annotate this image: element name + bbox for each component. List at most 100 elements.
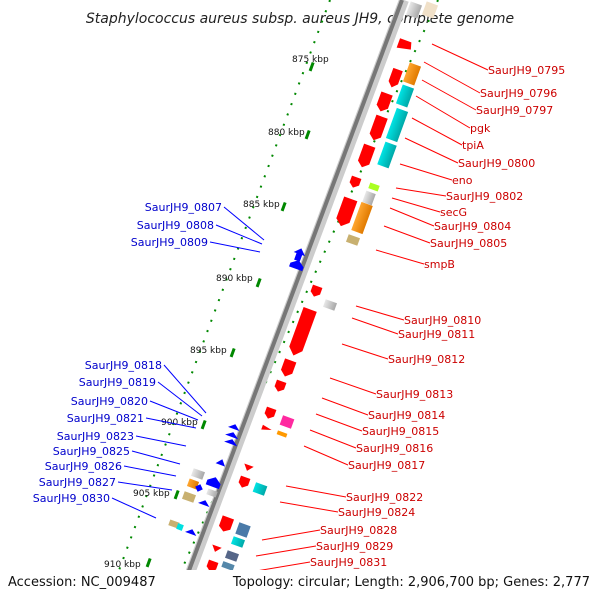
gene-label[interactable]: SaurJH9_0808: [137, 219, 214, 232]
footer-bar: [0, 570, 600, 600]
gene-arrow: [264, 406, 277, 419]
gene-label[interactable]: SaurJH9_0817: [348, 459, 425, 472]
gene-block: [276, 430, 288, 438]
gene-label[interactable]: SaurJH9_0805: [430, 237, 507, 250]
gene-label[interactable]: SaurJH9_0796: [480, 87, 557, 100]
tick-label: 910 kbp: [104, 560, 141, 570]
inner-tick-guide: [107, 0, 331, 600]
gene-arrow: [349, 175, 362, 188]
tick-mark: [280, 201, 287, 212]
gene-label[interactable]: secG: [440, 206, 467, 219]
gene-label[interactable]: SaurJH9_0802: [446, 190, 523, 203]
tick-label: 875 kbp: [292, 55, 329, 65]
tick-label: 895 kbp: [190, 346, 227, 356]
forward-label-leaders: [249, 43, 489, 573]
gene-block: [377, 141, 397, 169]
gene-arrow: [357, 143, 376, 168]
tick-mark: [145, 557, 152, 568]
gene-block: [395, 84, 415, 108]
gene-arrow: [244, 463, 254, 471]
forward-gene-labels: SaurJH9_0795 SaurJH9_0796 SaurJH9_0797 p…: [310, 64, 565, 569]
gene-label[interactable]: SaurJH9_0804: [434, 220, 511, 233]
gene-arrow: [215, 459, 226, 467]
gene-block: [230, 536, 246, 548]
gene-arrow: [205, 477, 221, 490]
gene-label[interactable]: SaurJH9_0812: [388, 353, 465, 366]
tick-mark: [200, 419, 207, 430]
gene-arrow: [289, 307, 317, 356]
gene-arrow: [336, 196, 358, 227]
gene-arrow: [274, 379, 287, 392]
gene-label[interactable]: SaurJH9_0807: [145, 201, 222, 214]
gene-label[interactable]: tpiA: [462, 139, 484, 152]
gene-arrow: [185, 529, 197, 536]
gene-label[interactable]: SaurJH9_0818: [85, 359, 162, 372]
gene-label[interactable]: SaurJH9_0822: [346, 491, 423, 504]
reverse-gene-labels: SaurJH9_0807 SaurJH9_0808 SaurJH9_0809 S…: [33, 201, 222, 505]
gene-block: [190, 468, 206, 480]
gene-block: [421, 1, 439, 19]
genome-summary-text: Topology: circular; Length: 2,906,700 bp…: [232, 575, 590, 590]
gene-arrow: [388, 67, 403, 88]
tick-mark: [255, 277, 262, 288]
gene-block: [345, 234, 361, 246]
backbone: [176, 0, 404, 600]
gene-label[interactable]: SaurJH9_0819: [79, 376, 156, 389]
gene-arrow: [261, 424, 272, 431]
gene-block: [224, 550, 240, 562]
gene-arrow: [238, 475, 251, 488]
gene-label[interactable]: smpB: [424, 258, 455, 271]
gene-label[interactable]: SaurJH9_0826: [45, 460, 122, 473]
gene-block: [206, 488, 218, 498]
gene-label[interactable]: eno: [452, 174, 473, 187]
gene-label[interactable]: SaurJH9_0811: [398, 328, 475, 341]
reverse-strand-genes: [168, 248, 305, 536]
gene-block: [176, 523, 184, 531]
scale-ticks: [145, 61, 315, 568]
gene-arrow: [212, 544, 222, 552]
gene-arrow: [228, 424, 240, 431]
gene-label[interactable]: pgk: [470, 122, 491, 135]
gene-block: [221, 561, 235, 571]
gene-label[interactable]: SaurJH9_0831: [310, 556, 387, 569]
gene-block: [402, 62, 422, 86]
gene-arrow: [396, 38, 412, 50]
forward-strand-genes: [202, 1, 439, 600]
gene-label[interactable]: SaurJH9_0816: [356, 442, 433, 455]
gene-arrow: [369, 114, 388, 141]
gene-label[interactable]: SaurJH9_0829: [316, 540, 393, 553]
reverse-label-leaders: [111, 206, 265, 519]
gene-label[interactable]: SaurJH9_0821: [67, 412, 144, 425]
gene-block: [405, 1, 423, 19]
gene-arrow: [195, 484, 203, 492]
gene-label[interactable]: SaurJH9_0809: [131, 236, 208, 249]
gene-label[interactable]: SaurJH9_0827: [39, 476, 116, 489]
gene-label[interactable]: SaurJH9_0830: [33, 492, 110, 505]
gene-label[interactable]: SaurJH9_0814: [368, 409, 445, 422]
gene-block: [168, 519, 180, 529]
gene-label[interactable]: SaurJH9_0797: [476, 104, 553, 117]
gene-label[interactable]: SaurJH9_0815: [362, 425, 439, 438]
gene-arrow: [224, 439, 238, 447]
gene-block: [235, 522, 251, 538]
gene-label[interactable]: SaurJH9_0828: [320, 524, 397, 537]
gene-arrow: [280, 358, 297, 377]
tick-mark: [308, 61, 315, 72]
gene-arrow: [310, 284, 323, 297]
gene-label[interactable]: SaurJH9_0813: [376, 388, 453, 401]
tick-mark: [304, 129, 311, 140]
gene-label[interactable]: SaurJH9_0810: [404, 314, 481, 327]
tick-label: 880 kbp: [268, 128, 305, 138]
gene-label[interactable]: SaurJH9_0800: [458, 157, 535, 170]
gene-label[interactable]: SaurJH9_0823: [57, 430, 134, 443]
accession-text: Accession: NC_009487: [8, 575, 156, 590]
gene-label[interactable]: SaurJH9_0820: [71, 395, 148, 408]
gene-label[interactable]: SaurJH9_0795: [488, 64, 565, 77]
gene-block: [252, 482, 268, 496]
gene-label[interactable]: SaurJH9_0824: [338, 506, 415, 519]
gene-label[interactable]: SaurJH9_0825: [53, 445, 130, 458]
gene-block: [181, 491, 197, 503]
map-title: Staphylococcus aureus subsp. aureus JH9,…: [86, 11, 514, 27]
